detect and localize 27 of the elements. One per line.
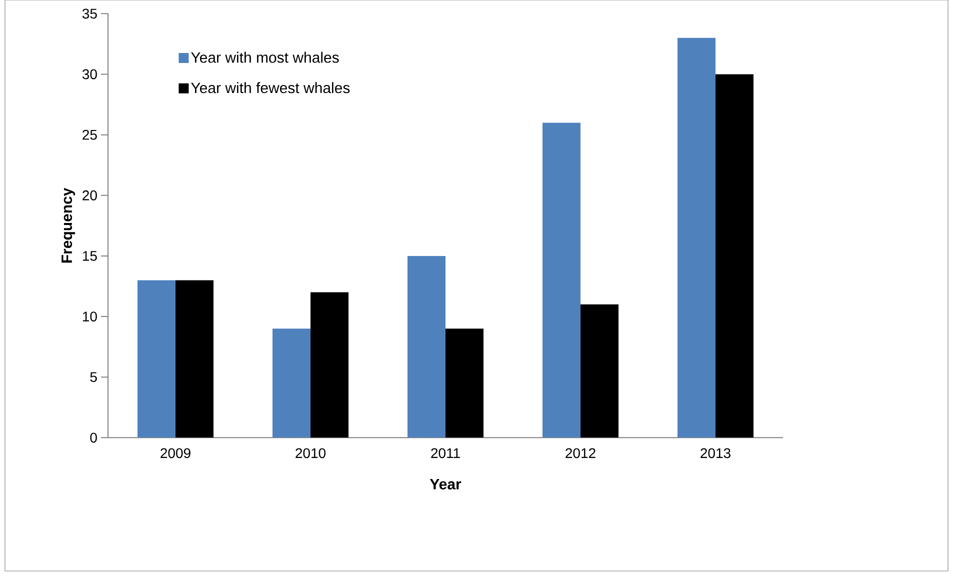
bar: [272, 328, 310, 438]
y-tick-label: 20: [82, 190, 97, 200]
x-tick-label: 2012: [566, 448, 596, 458]
bar: [408, 256, 446, 438]
y-tick-label: 25: [82, 130, 97, 140]
x-tick-label: 2010: [296, 448, 326, 458]
legend-label: Year with fewest whales: [191, 82, 350, 94]
y-tick-label: 15: [82, 251, 97, 261]
y-tick-label: 0: [90, 432, 97, 443]
x-tick-label: 2009: [160, 448, 190, 458]
bar: [542, 122, 580, 438]
x-axis-title: Year: [430, 478, 462, 490]
y-tick-label: 35: [82, 8, 97, 19]
legend-label: Year with most whales: [191, 52, 339, 63]
bar: [138, 280, 176, 438]
bar: [580, 304, 618, 438]
bar: [716, 74, 754, 438]
y-tick-label: 5: [90, 372, 97, 382]
bar: [446, 328, 484, 438]
x-tick-label: 2011: [431, 448, 460, 458]
x-tick-label: 2013: [700, 448, 730, 458]
bar: [678, 38, 716, 438]
bar: [176, 280, 214, 438]
bar: [310, 292, 348, 438]
y-tick-label: 30: [82, 69, 97, 80]
y-axis-title: Frequency: [62, 188, 76, 263]
y-tick-label: 10: [82, 312, 97, 322]
